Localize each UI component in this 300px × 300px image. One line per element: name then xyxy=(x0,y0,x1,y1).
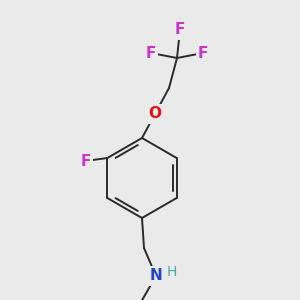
Text: O: O xyxy=(148,106,161,122)
Text: F: F xyxy=(175,22,185,38)
Text: F: F xyxy=(198,46,208,61)
Text: H: H xyxy=(167,265,177,279)
Text: F: F xyxy=(80,154,91,169)
Text: F: F xyxy=(146,46,156,61)
Text: N: N xyxy=(150,268,162,284)
